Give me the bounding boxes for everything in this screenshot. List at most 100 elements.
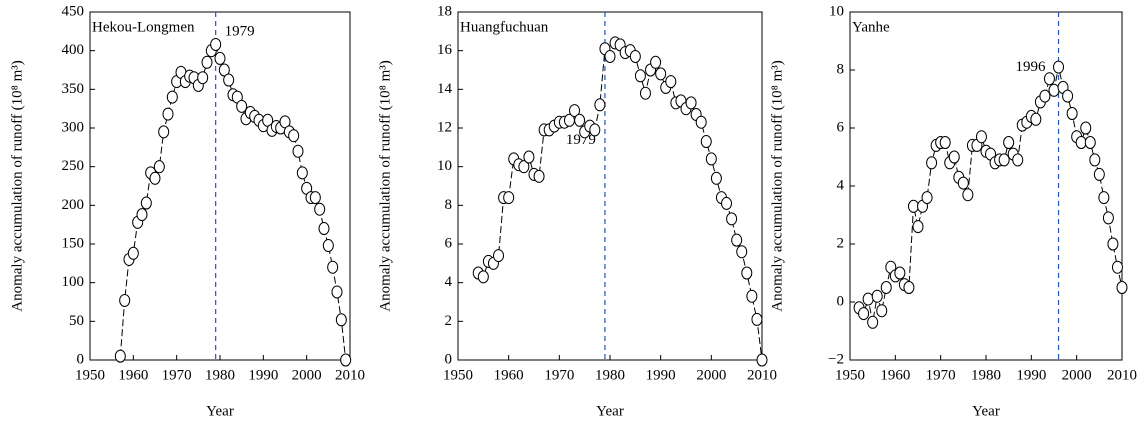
data-point — [721, 196, 733, 210]
data-point — [1066, 107, 1078, 120]
y-tick-label: 8 — [837, 61, 845, 77]
x-tick-label: 2010 — [747, 367, 777, 383]
panel-title: Huangfuchuan — [460, 19, 549, 35]
data-point — [153, 160, 165, 174]
x-tick-label: 1960 — [880, 367, 910, 383]
annotation: 1996 — [1016, 59, 1047, 75]
x-tick-label: 2000 — [1062, 367, 1092, 383]
data-point — [629, 49, 641, 63]
y-tick-label: 250 — [62, 158, 85, 174]
data-point — [114, 349, 126, 363]
data-point — [1111, 260, 1123, 274]
panel-title: Hekou-Longmen — [92, 19, 195, 35]
x-tick-label: 1990 — [1016, 367, 1046, 383]
data-point — [589, 123, 601, 137]
data-point — [926, 156, 938, 170]
data-point — [279, 115, 291, 129]
data-point — [1116, 281, 1128, 294]
data-point — [533, 169, 545, 183]
data-point — [962, 188, 974, 202]
x-tick-label: 1990 — [646, 367, 676, 383]
data-point — [876, 304, 888, 318]
data-point — [867, 315, 879, 329]
y-tick-label: 4 — [837, 177, 845, 193]
y-tick-label: 18 — [437, 3, 452, 19]
data-point — [756, 353, 768, 367]
x-tick-label: 2010 — [1107, 367, 1137, 383]
data-point — [894, 266, 906, 280]
data-point — [1102, 211, 1114, 225]
data-point — [166, 90, 178, 104]
data-point — [149, 171, 161, 185]
data-point — [140, 196, 152, 210]
data-point — [218, 63, 230, 77]
data-point — [292, 144, 304, 158]
data-point — [214, 51, 226, 65]
data-point — [746, 289, 758, 303]
data-point — [503, 191, 515, 205]
y-tick-label: 0 — [837, 293, 845, 309]
x-tick-label: 1950 — [443, 367, 473, 383]
data-point — [309, 191, 321, 205]
y-tick-label: 400 — [62, 42, 85, 58]
data-point — [523, 150, 535, 164]
y-tick-label: 16 — [437, 42, 453, 58]
data-point — [741, 266, 753, 280]
y-tick-label: 350 — [62, 81, 85, 97]
data-point — [127, 246, 139, 260]
data-point — [477, 270, 489, 284]
data-point — [594, 98, 606, 112]
x-tick-label: 1980 — [205, 367, 235, 383]
data-point — [604, 49, 616, 63]
data-point — [731, 233, 743, 247]
x-tick-label: 2000 — [292, 367, 322, 383]
x-tick-label: 1950 — [835, 367, 865, 383]
y-tick-label: 450 — [62, 3, 85, 19]
data-point — [1089, 153, 1101, 167]
x-tick-label: 1970 — [544, 367, 574, 383]
x-axis-label: Year — [206, 403, 234, 419]
data-point — [335, 313, 347, 327]
x-tick-label: 1970 — [162, 367, 192, 383]
data-point — [907, 199, 919, 213]
data-point — [948, 150, 960, 164]
data-point — [862, 292, 874, 306]
y-tick-label: 14 — [437, 81, 453, 97]
x-tick-label: 1960 — [118, 367, 148, 383]
x-tick-label: 1990 — [248, 367, 278, 383]
data-point — [201, 55, 213, 69]
data-point — [340, 353, 352, 367]
y-tick-label: 0 — [445, 351, 453, 367]
data-point — [327, 260, 339, 274]
x-tick-label: 1960 — [494, 367, 524, 383]
series-line — [858, 66, 1123, 323]
data-point — [858, 307, 870, 321]
data-point — [998, 153, 1010, 167]
x-axis-label: Year — [972, 403, 1000, 419]
panel-title: Yanhe — [852, 19, 890, 35]
y-tick-label: 12 — [437, 119, 452, 135]
x-tick-label: 1980 — [971, 367, 1001, 383]
data-point — [685, 96, 697, 110]
x-tick-label: 2010 — [335, 367, 365, 383]
x-axis-label: Year — [596, 403, 624, 419]
data-point — [322, 239, 334, 253]
data-point — [736, 245, 748, 259]
data-point — [710, 171, 722, 185]
y-tick-label: 2 — [837, 235, 845, 251]
data-point — [1093, 167, 1105, 181]
data-point — [136, 208, 148, 222]
data-point — [296, 166, 308, 180]
data-point — [314, 202, 326, 216]
data-point — [236, 99, 248, 113]
x-tick-label: 1950 — [75, 367, 105, 383]
data-point — [210, 37, 222, 51]
data-point — [162, 107, 174, 121]
y-tick-label: 100 — [62, 274, 85, 290]
data-point — [493, 249, 505, 263]
data-point — [871, 289, 883, 303]
y-tick-label: 10 — [437, 158, 452, 174]
data-point — [574, 113, 586, 127]
y-tick-label: 8 — [445, 197, 453, 213]
